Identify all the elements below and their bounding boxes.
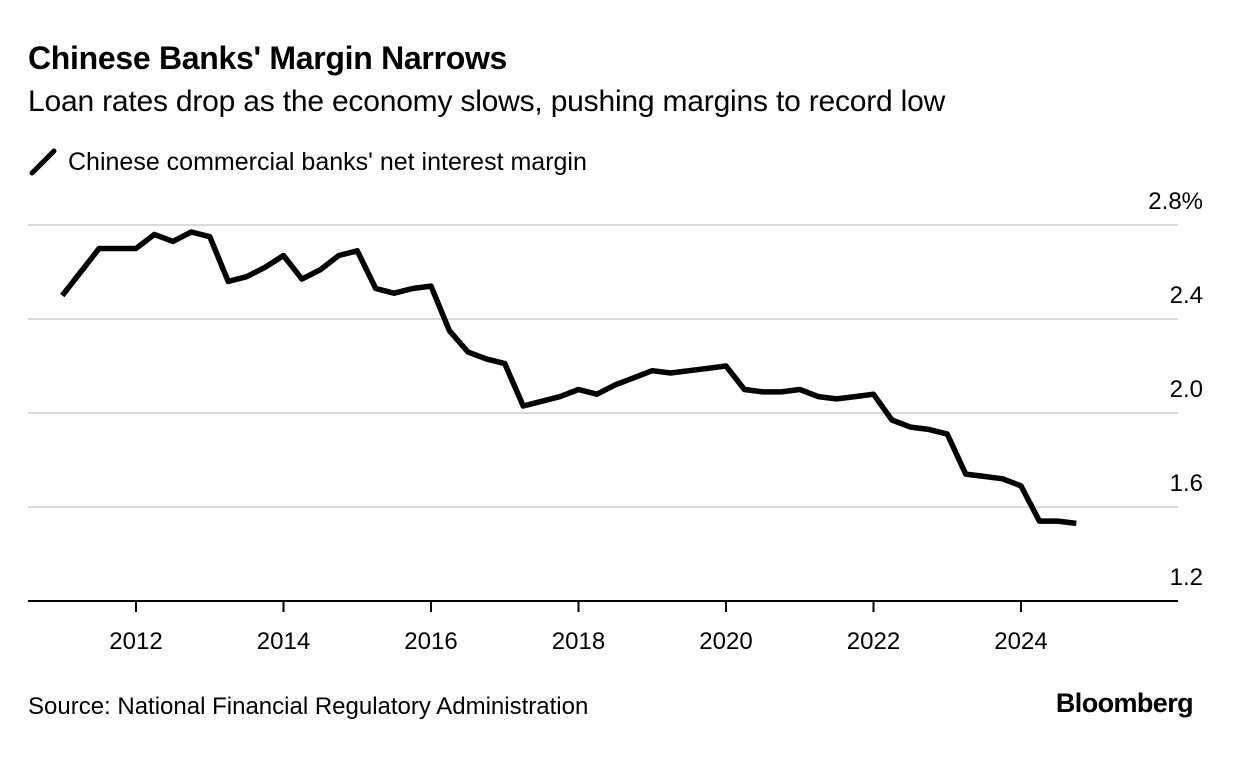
x-tick-label: 2018: [552, 628, 605, 655]
x-tick-label: 2016: [404, 628, 457, 655]
x-axis: 2012 2014 2016 2018 2020 2022 2024: [28, 600, 1178, 655]
y-tick-label: 2.4: [1170, 282, 1203, 309]
x-tick-label: 2022: [847, 628, 900, 655]
legend-line-icon: [29, 148, 57, 176]
x-tick-label: 2020: [699, 628, 752, 655]
gridlines: [28, 224, 1178, 508]
y-tick-label: 2.8%: [1148, 188, 1203, 215]
y-axis-ticks: 2.8% 2.4 2.0 1.6 1.2: [1148, 188, 1203, 591]
x-tick-label: 2012: [109, 628, 162, 655]
legend-label: Chinese commercial banks' net interest m…: [68, 147, 587, 176]
legend: Chinese commercial banks' net interest m…: [28, 146, 587, 178]
y-tick-label: 1.6: [1170, 470, 1203, 497]
bloomberg-logo: Bloomberg: [1055, 688, 1194, 718]
y-tick-label: 1.2: [1170, 564, 1203, 591]
chart-subtitle: Loan rates drop as the economy slows, pu…: [28, 85, 946, 118]
source-note: Source: National Financial Regulatory Ad…: [28, 693, 589, 720]
x-tick-label: 2014: [257, 628, 310, 655]
chart-title: Chinese Banks' Margin Narrows: [28, 40, 508, 76]
series-layer: [60, 229, 1077, 527]
series-line-0: [60, 229, 1077, 527]
x-tick-label: 2024: [994, 628, 1047, 655]
y-tick-label: 2.0: [1170, 376, 1203, 403]
